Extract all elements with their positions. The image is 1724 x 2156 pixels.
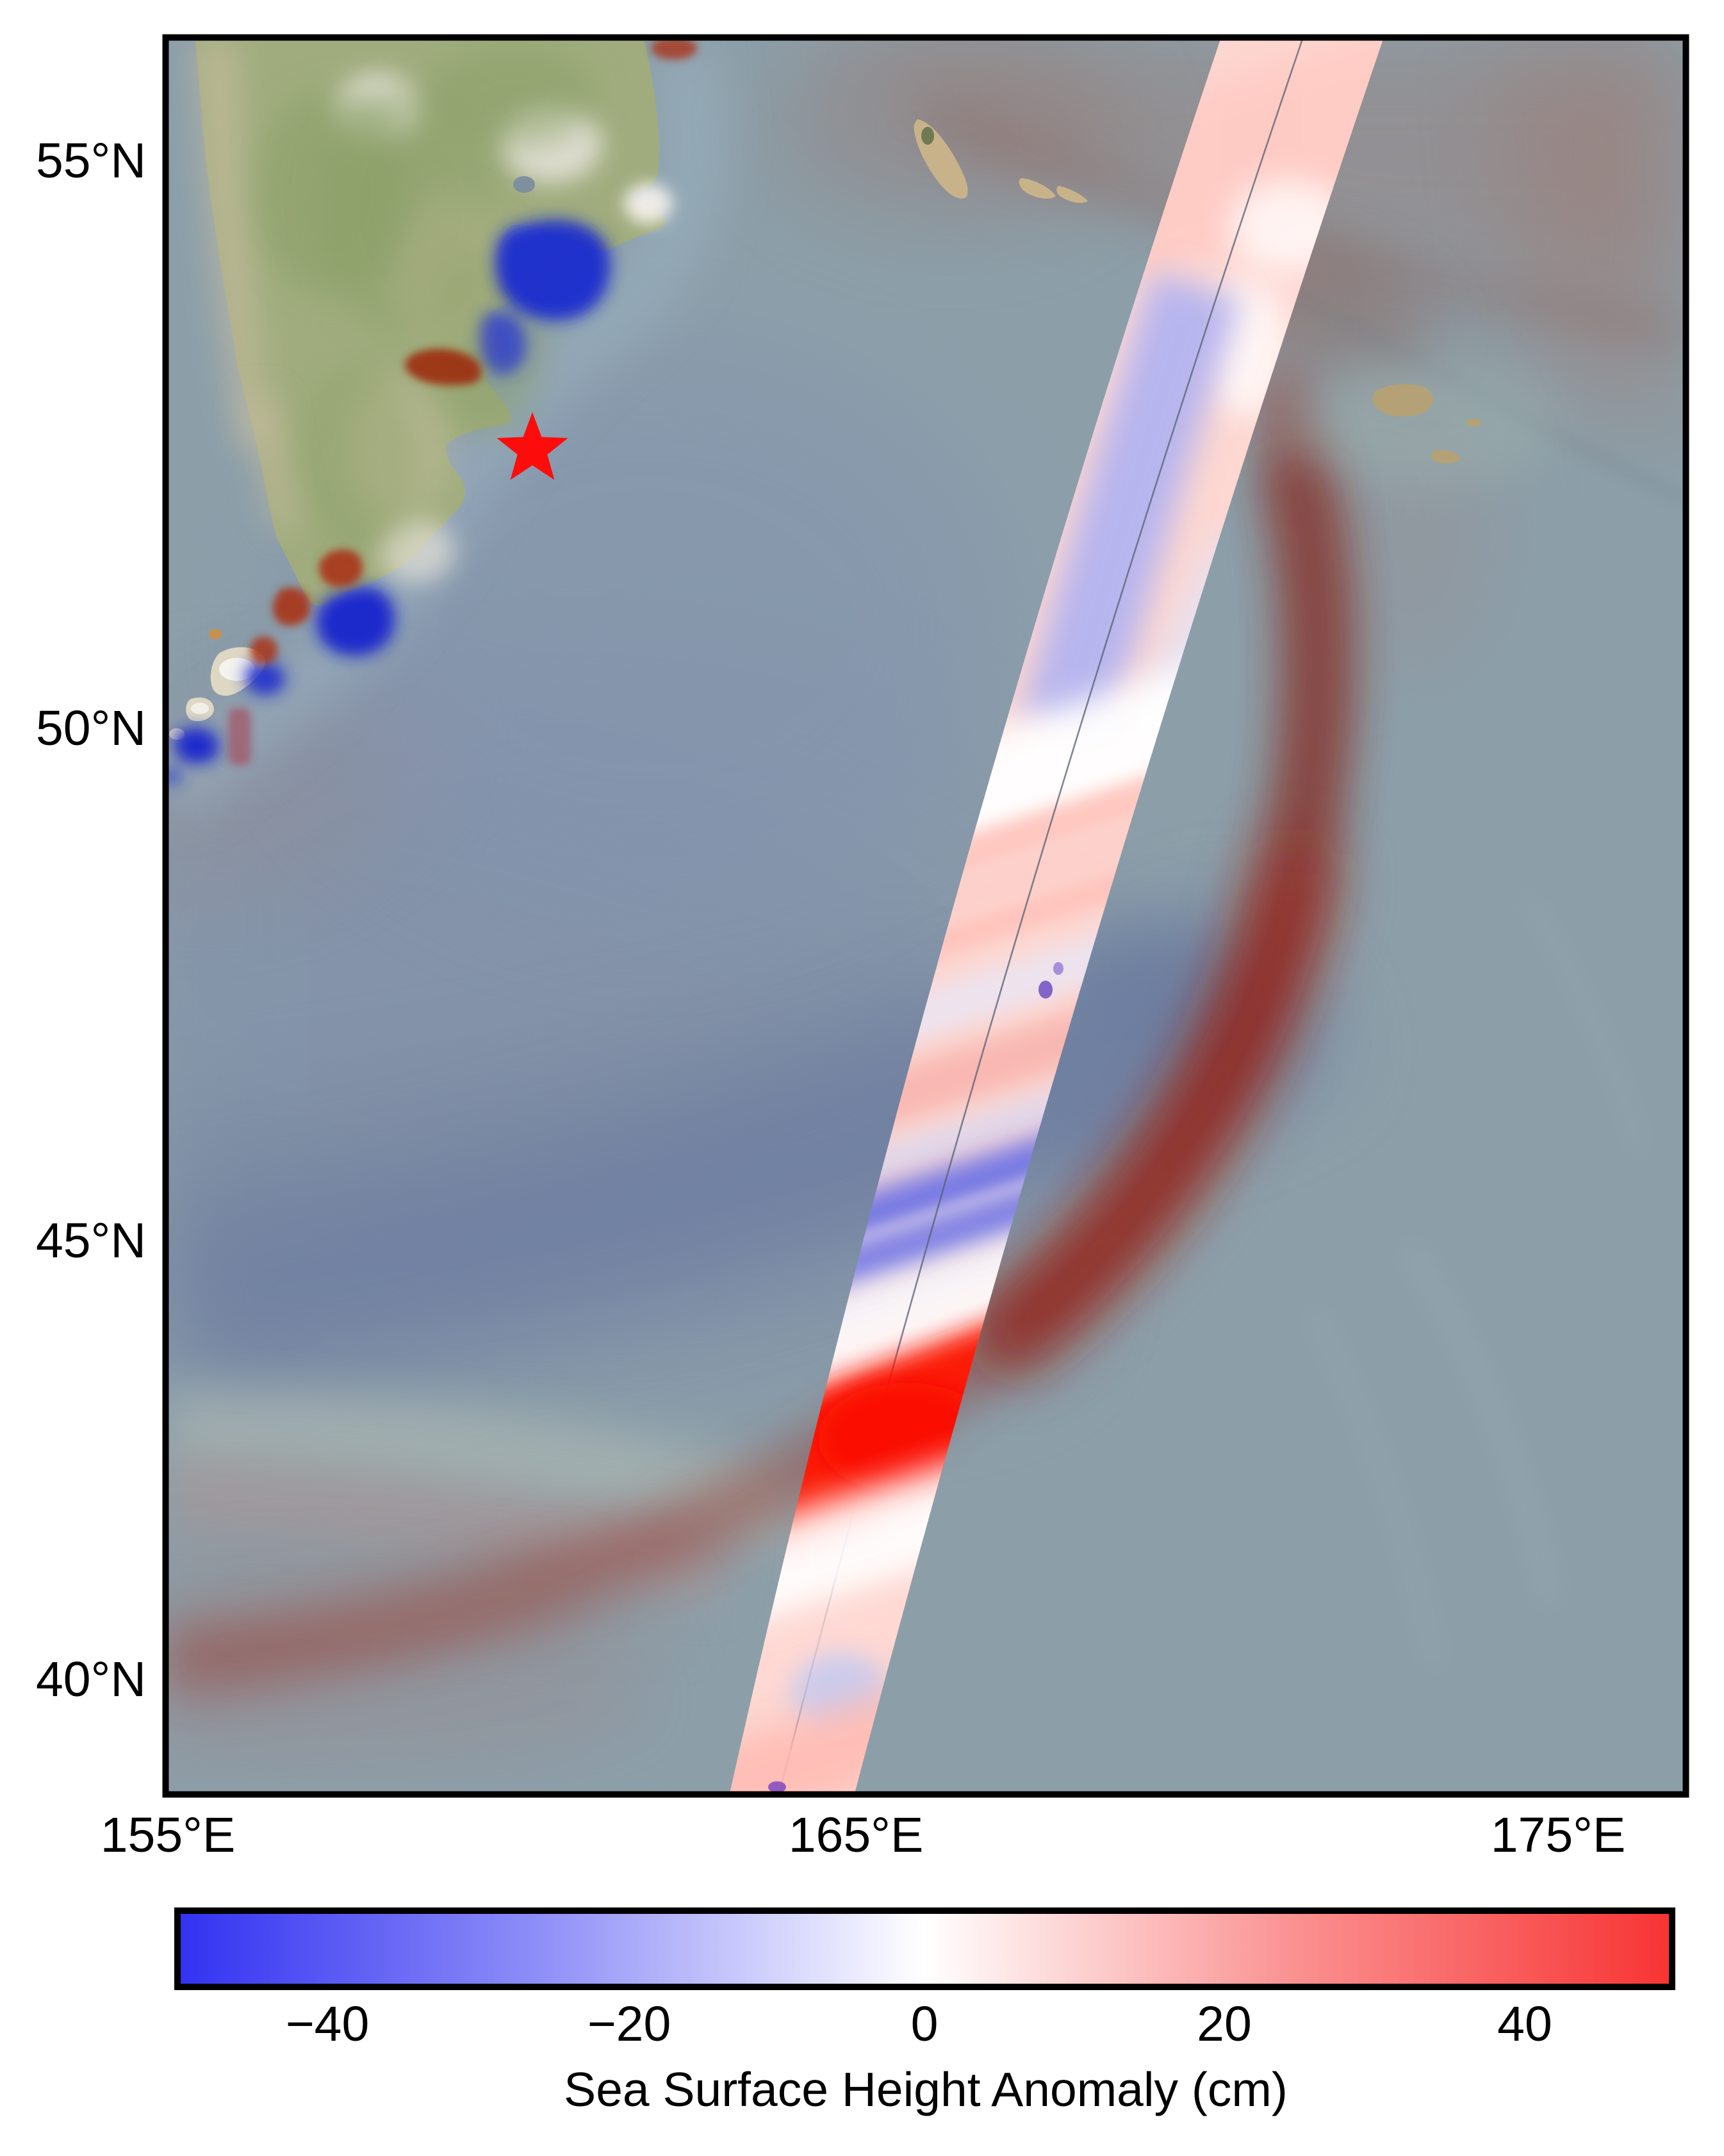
svg-text:175°E: 175°E	[1491, 1808, 1626, 1863]
svg-text:55°N: 55°N	[36, 133, 146, 188]
svg-text:165°E: 165°E	[789, 1808, 924, 1863]
svg-text:40: 40	[1497, 1997, 1552, 2052]
svg-text:20: 20	[1197, 1997, 1252, 2052]
svg-text:0: 0	[911, 1997, 939, 2052]
svg-text:50°N: 50°N	[36, 701, 146, 756]
svg-text:Sea Surface Height Anomaly (cm: Sea Surface Height Anomaly (cm)	[564, 2062, 1288, 2116]
svg-text:40°N: 40°N	[36, 1652, 146, 1707]
svg-text:−20: −20	[587, 1997, 671, 2052]
svg-text:155°E: 155°E	[101, 1808, 236, 1863]
svg-text:−40: −40	[286, 1997, 370, 2052]
svg-text:45°N: 45°N	[36, 1213, 146, 1268]
